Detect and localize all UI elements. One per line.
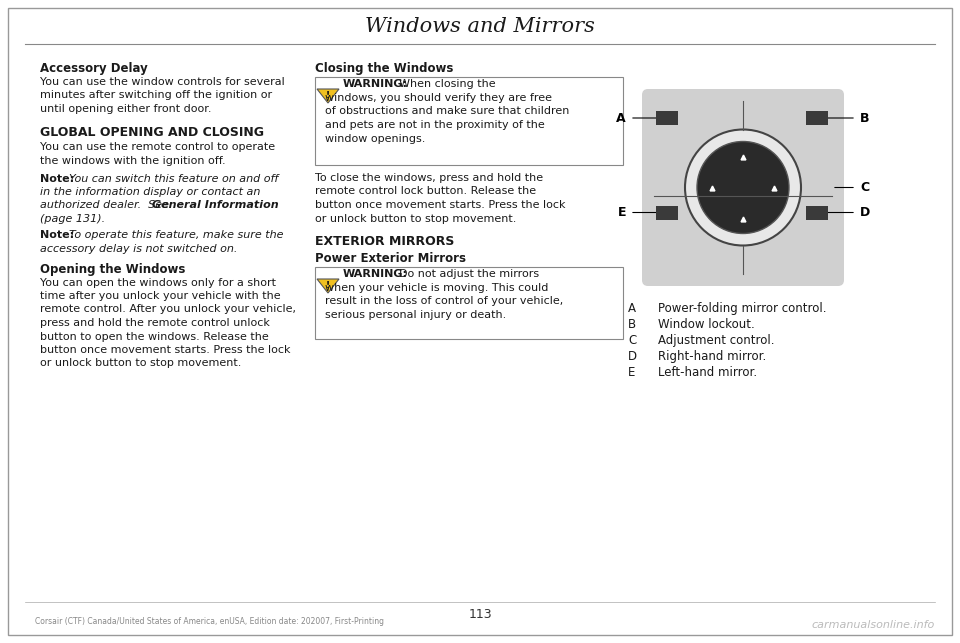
Text: Corsair (CTF) Canada/United States of America, enUSA, Edition date: 202007, Firs: Corsair (CTF) Canada/United States of Am… [35, 617, 384, 626]
Bar [315, 77, 623, 165]
Text: remote control lock button. Release the: remote control lock button. Release the [315, 186, 536, 197]
Text: B: B [628, 318, 636, 331]
Text: E: E [628, 366, 636, 379]
Text: button to open the windows. Release the: button to open the windows. Release the [40, 332, 269, 341]
Text: time after you unlock your vehicle with the: time after you unlock your vehicle with … [40, 291, 280, 301]
Text: or unlock button to stop movement.: or unlock button to stop movement. [40, 359, 241, 368]
Bar [656, 111, 678, 125]
Text: window openings.: window openings. [325, 134, 425, 143]
Text: or unlock button to stop movement.: or unlock button to stop movement. [315, 213, 516, 224]
Text: Right-hand mirror.: Right-hand mirror. [658, 350, 766, 363]
Text: button once movement starts. Press the lock: button once movement starts. Press the l… [40, 345, 291, 355]
Text: button once movement starts. Press the lock: button once movement starts. Press the l… [315, 200, 565, 210]
Polygon shape [317, 89, 339, 103]
Text: WARNING:: WARNING: [343, 269, 408, 279]
Polygon shape [317, 279, 339, 293]
Text: the windows with the ignition off.: the windows with the ignition off. [40, 156, 226, 166]
Text: minutes after switching off the ignition or: minutes after switching off the ignition… [40, 91, 272, 100]
Text: A: A [616, 111, 626, 125]
Text: !: ! [326, 91, 330, 100]
Text: Power-folding mirror control.: Power-folding mirror control. [658, 302, 827, 315]
Text: Note:: Note: [40, 230, 74, 240]
Text: General Information: General Information [152, 201, 278, 210]
Text: !: ! [326, 282, 330, 291]
Circle shape [697, 141, 789, 233]
Text: WARNING:: WARNING: [343, 79, 408, 89]
Text: To close the windows, press and hold the: To close the windows, press and hold the [315, 173, 543, 183]
Text: 113: 113 [468, 608, 492, 622]
Text: until opening either front door.: until opening either front door. [40, 104, 211, 114]
Text: Note:: Note: [40, 174, 74, 183]
Text: When closing the: When closing the [399, 79, 495, 89]
Text: B: B [860, 111, 870, 125]
Text: GLOBAL OPENING AND CLOSING: GLOBAL OPENING AND CLOSING [40, 125, 264, 138]
Text: (page 131).: (page 131). [40, 214, 106, 224]
Text: Window lockout.: Window lockout. [658, 318, 755, 331]
Text: Do not adjust the mirrors: Do not adjust the mirrors [399, 269, 540, 279]
Text: when your vehicle is moving. This could: when your vehicle is moving. This could [325, 283, 548, 293]
Text: Windows and Mirrors: Windows and Mirrors [365, 17, 595, 37]
Text: and pets are not in the proximity of the: and pets are not in the proximity of the [325, 120, 544, 130]
Text: D: D [860, 206, 871, 219]
Text: Adjustment control.: Adjustment control. [658, 334, 775, 347]
Text: authorized dealer.  See: authorized dealer. See [40, 201, 173, 210]
Text: E: E [617, 206, 626, 219]
Text: You can switch this feature on and off: You can switch this feature on and off [69, 174, 278, 183]
Text: in the information display or contact an: in the information display or contact an [40, 187, 260, 197]
Text: remote control. After you unlock your vehicle,: remote control. After you unlock your ve… [40, 305, 296, 314]
Text: Closing the Windows: Closing the Windows [315, 62, 453, 75]
Text: result in the loss of control of your vehicle,: result in the loss of control of your ve… [325, 296, 564, 307]
Text: To operate this feature, make sure the: To operate this feature, make sure the [69, 230, 283, 240]
Bar [806, 206, 828, 219]
Text: You can open the windows only for a short: You can open the windows only for a shor… [40, 278, 276, 287]
Text: serious personal injury or death.: serious personal injury or death. [325, 310, 506, 320]
Text: Accessory Delay: Accessory Delay [40, 62, 148, 75]
Text: accessory delay is not switched on.: accessory delay is not switched on. [40, 244, 237, 254]
Text: Left-hand mirror.: Left-hand mirror. [658, 366, 757, 379]
Circle shape [685, 129, 801, 246]
Text: carmanualsonline.info: carmanualsonline.info [812, 620, 935, 630]
Text: You can use the remote control to operate: You can use the remote control to operat… [40, 143, 276, 152]
Bar [315, 267, 623, 339]
Text: EXTERIOR MIRRORS: EXTERIOR MIRRORS [315, 235, 454, 248]
Text: press and hold the remote control unlock: press and hold the remote control unlock [40, 318, 270, 328]
Text: A: A [628, 302, 636, 315]
Text: C: C [860, 181, 869, 194]
Text: of obstructions and make sure that children: of obstructions and make sure that child… [325, 107, 569, 116]
Text: D: D [628, 350, 637, 363]
Text: Opening the Windows: Opening the Windows [40, 262, 185, 275]
Text: You can use the window controls for several: You can use the window controls for seve… [40, 77, 285, 87]
Text: C: C [628, 334, 636, 347]
Bar [656, 206, 678, 219]
Text: windows, you should verify they are free: windows, you should verify they are free [325, 93, 552, 103]
FancyBboxPatch shape [642, 89, 844, 286]
Bar [806, 111, 828, 125]
Text: Power Exterior Mirrors: Power Exterior Mirrors [315, 252, 466, 265]
